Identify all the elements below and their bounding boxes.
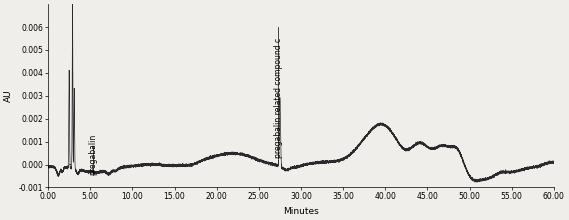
Y-axis label: AU: AU xyxy=(4,90,13,102)
Text: pregabalin related compound c: pregabalin related compound c xyxy=(274,38,283,158)
X-axis label: Minutes: Minutes xyxy=(283,207,319,216)
Text: pregabalin: pregabalin xyxy=(88,134,97,175)
